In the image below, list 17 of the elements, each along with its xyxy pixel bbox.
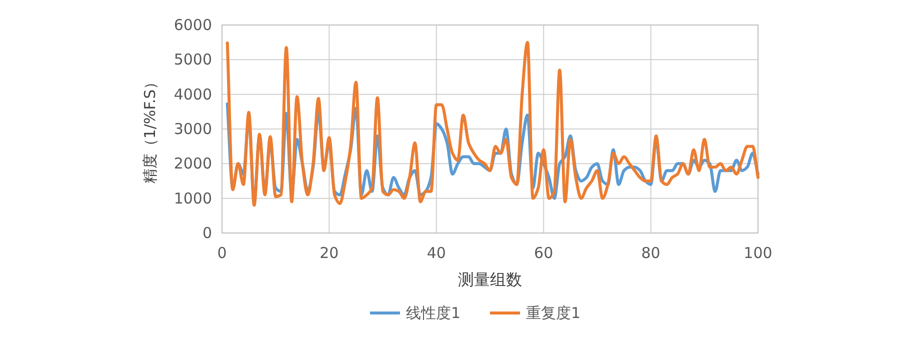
y-tick-label: 3000: [174, 120, 212, 138]
x-axis-title: 测量组数: [458, 270, 522, 289]
x-tick-label: 0: [217, 244, 227, 262]
legend-label: 线性度1: [406, 304, 461, 322]
legend-label: 重复度1: [526, 304, 581, 322]
y-tick-label: 0: [202, 224, 212, 242]
x-tick-label: 40: [426, 244, 446, 262]
x-tick-label: 100: [744, 244, 772, 262]
y-tick-label: 5000: [174, 50, 212, 69]
x-tick-label: 20: [320, 244, 339, 262]
y-tick-label: 4000: [174, 85, 212, 104]
y-tick-label: 2000: [174, 154, 212, 173]
x-tick-label: 60: [534, 244, 554, 262]
y-tick-label: 6000: [174, 16, 212, 34]
y-axis-title: 精度（1/%F.S）: [141, 74, 159, 184]
y-tick-label: 1000: [174, 189, 212, 208]
x-tick-label: 80: [641, 244, 660, 262]
